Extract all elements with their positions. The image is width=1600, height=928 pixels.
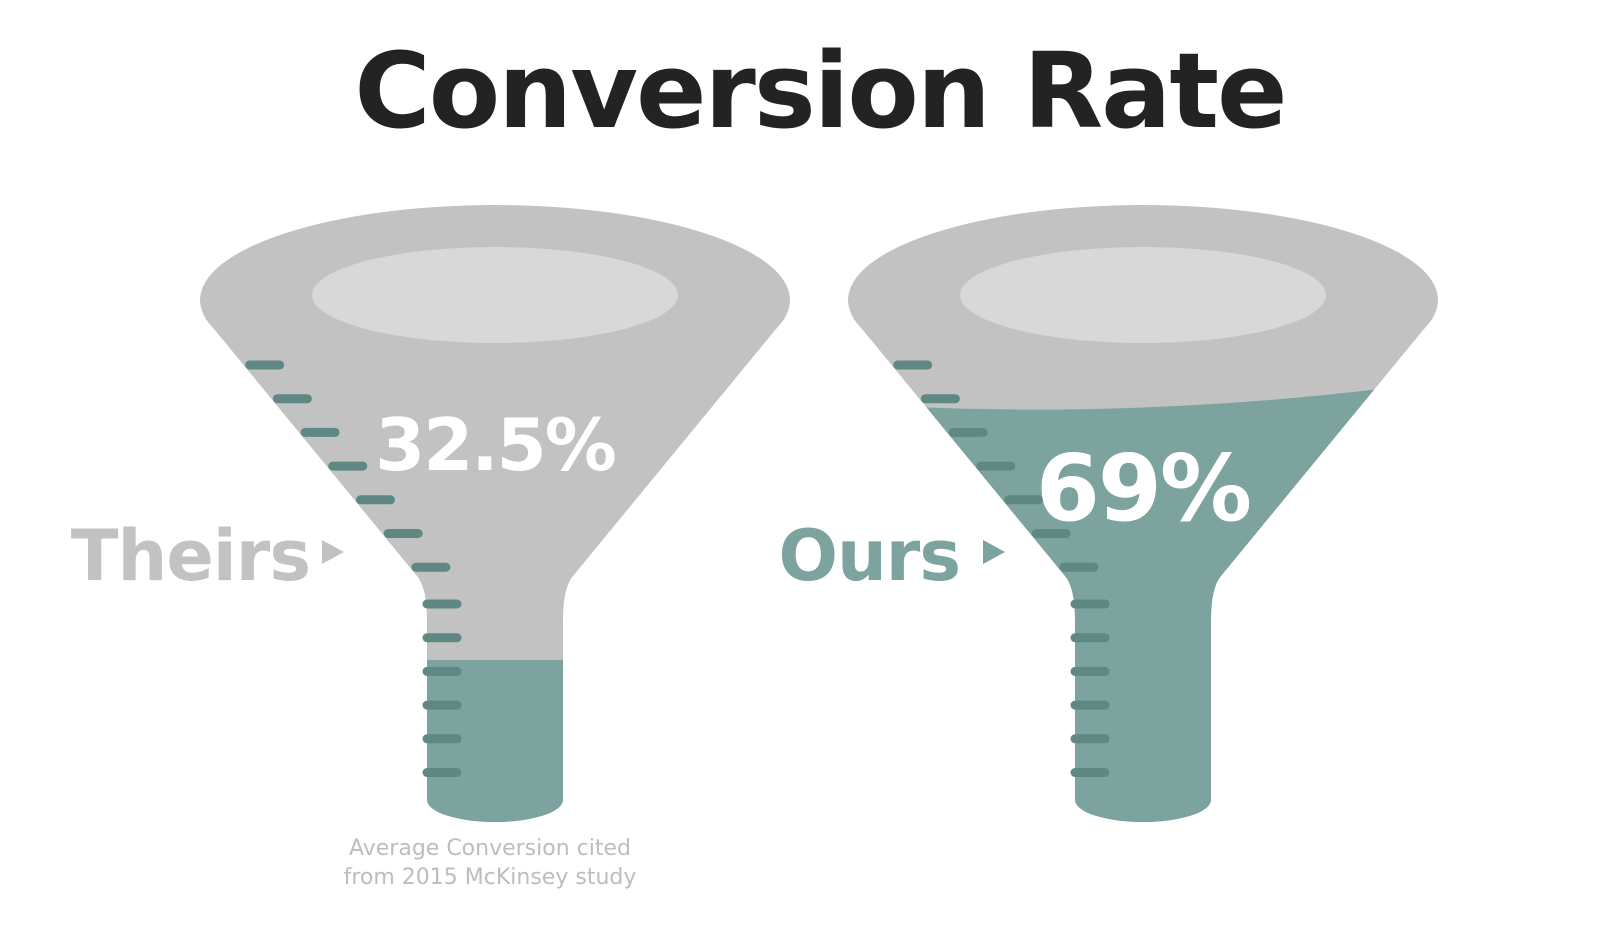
series-label-theirs: Theirs [71,515,310,597]
funnel-mouth-theirs [312,247,678,343]
value-label-ours: 69% [1036,435,1250,542]
value-label-theirs: 32.5% [375,403,615,487]
pointer-arrow-icon-theirs [322,540,344,564]
series-label-ours: Ours [778,515,960,597]
footnote-line-1: Average Conversion cited [349,836,631,861]
funnel-mouth-ours [960,247,1326,343]
funnel-body-theirs [205,318,785,822]
footnote-line-2: from 2015 McKinsey study [344,865,637,890]
funnels-group: 32.5% Theirs 69% Ours [71,205,1438,822]
measure-ticks-theirs [245,360,462,777]
pointer-arrow-icon-ours [983,540,1005,564]
chart-title: Conversion Rate [354,30,1285,152]
measure-ticks-ours [893,360,1110,777]
